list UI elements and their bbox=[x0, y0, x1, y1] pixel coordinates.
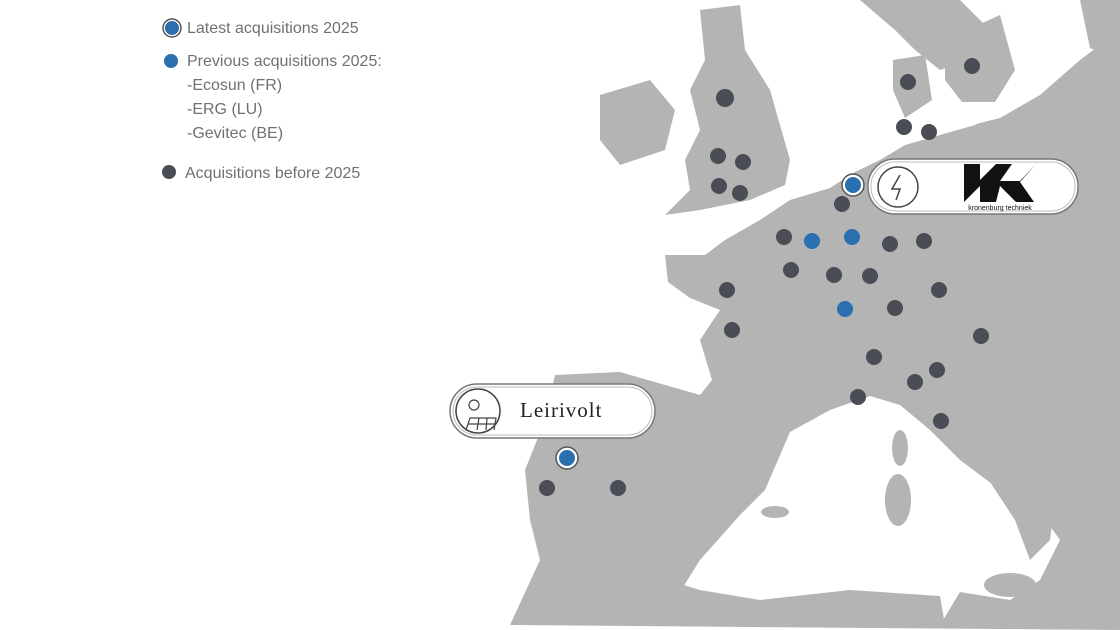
location-dot bbox=[931, 282, 947, 298]
location-dot bbox=[735, 154, 751, 170]
location-dot bbox=[850, 389, 866, 405]
location-dot bbox=[826, 267, 842, 283]
location-dot bbox=[929, 362, 945, 378]
solar-icon-panel bbox=[465, 417, 497, 431]
logo-caption: kronenburg techniek bbox=[968, 205, 1032, 212]
legend-detail: -ERG (LU) bbox=[187, 101, 263, 118]
corsica bbox=[892, 430, 908, 466]
location-dot bbox=[719, 282, 735, 298]
legend: Latest acquisitions 2025 Previous acquis… bbox=[162, 18, 382, 182]
location-dot bbox=[933, 413, 949, 429]
previous-acquisition-dot bbox=[844, 229, 860, 245]
italy bbox=[935, 360, 1090, 560]
callout-leirivolt: Leirivolt bbox=[449, 383, 656, 439]
location-dot bbox=[539, 480, 555, 496]
location-dot bbox=[710, 148, 726, 164]
legend-detail: -Ecosun (FR) bbox=[187, 77, 282, 94]
kronenburg-logo bbox=[964, 164, 1036, 202]
locations bbox=[539, 58, 989, 496]
location-dot bbox=[900, 74, 916, 90]
location-dot bbox=[724, 322, 740, 338]
location-dot bbox=[887, 300, 903, 316]
legend-marker bbox=[165, 21, 179, 35]
africa bbox=[560, 575, 945, 625]
location-dot bbox=[783, 262, 799, 278]
location-dot bbox=[862, 268, 878, 284]
solar-icon bbox=[455, 388, 501, 434]
location-dot bbox=[907, 374, 923, 390]
callout-frame-inner bbox=[452, 386, 653, 436]
location-dot bbox=[610, 480, 626, 496]
legend-marker bbox=[164, 54, 178, 68]
ireland bbox=[600, 80, 675, 165]
location-dot bbox=[711, 178, 727, 194]
great-britain bbox=[665, 5, 790, 215]
solar-icon-sun bbox=[468, 399, 480, 411]
legend-detail: -Gevitec (BE) bbox=[187, 125, 283, 142]
callout-kronenburg: kronenburg techniek bbox=[867, 158, 1079, 215]
legend-marker bbox=[162, 165, 176, 179]
callout-frame bbox=[449, 383, 656, 439]
mediterranean bbox=[680, 396, 1060, 625]
location-dot bbox=[964, 58, 980, 74]
location-dot bbox=[882, 236, 898, 252]
energy-icon-bolt bbox=[890, 174, 902, 201]
callout-frame-inner bbox=[870, 161, 1076, 212]
previous-acquisition-dot bbox=[837, 301, 853, 317]
finland bbox=[1080, 0, 1120, 60]
location-dot bbox=[732, 185, 748, 201]
legend-label: Previous acquisitions 2025: bbox=[187, 53, 382, 70]
location-dot bbox=[776, 229, 792, 245]
legend-label: Latest acquisitions 2025 bbox=[187, 20, 359, 37]
location-dot bbox=[973, 328, 989, 344]
location-dot bbox=[921, 124, 937, 140]
legend-label: Acquisitions before 2025 bbox=[185, 165, 360, 182]
sicily bbox=[984, 573, 1036, 597]
latest-acquisition-dot bbox=[845, 177, 861, 193]
sardinia bbox=[885, 474, 911, 526]
previous-acquisition-dot bbox=[804, 233, 820, 249]
location-dot bbox=[866, 349, 882, 365]
location-dot bbox=[896, 119, 912, 135]
latest-acquisition-dot bbox=[559, 450, 575, 466]
location-dot bbox=[834, 196, 850, 212]
location-dot bbox=[716, 89, 734, 107]
balearics bbox=[761, 506, 789, 518]
logo-text: Leirivolt bbox=[520, 398, 602, 422]
location-dot bbox=[916, 233, 932, 249]
map bbox=[510, 0, 1120, 630]
energy-icon bbox=[877, 166, 919, 208]
sweden bbox=[945, 15, 1015, 102]
